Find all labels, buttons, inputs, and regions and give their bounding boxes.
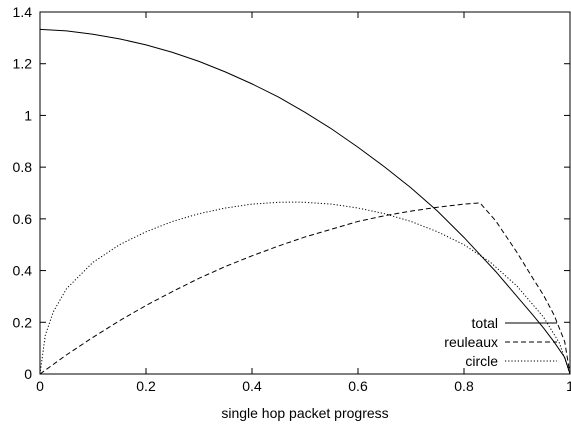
y-tick-label: 1.4 <box>13 4 33 20</box>
y-tick-label: 0.2 <box>13 314 33 330</box>
series-layer <box>39 28 571 375</box>
x-tick-label: 0 <box>36 378 44 394</box>
x-axis-label: single hop packet progress <box>221 405 388 421</box>
x-tick-label: 0.2 <box>136 378 156 394</box>
legend-label-total: total <box>472 315 498 331</box>
axis-ticks: 0 0.2 0.4 0.6 0.8 1 0 0.2 0.4 0.6 0.8 1 1.2 1.4 <box>13 4 571 394</box>
y-tick-label: 1.2 <box>13 56 33 72</box>
y-tick-label: 0.6 <box>13 211 33 227</box>
x-tick-label: 1 <box>566 378 571 394</box>
y-tick-label: 0 <box>24 366 32 382</box>
y-tick-label: 0.4 <box>13 263 33 279</box>
series-line-total <box>39 28 571 375</box>
y-tick-label: 1 <box>24 107 32 123</box>
series-line-reuleaux <box>39 202 571 375</box>
y-tick-label: 0.8 <box>13 159 33 175</box>
legend: total reuleaux circle <box>444 315 557 369</box>
legend-label-reuleaux: reuleaux <box>444 334 498 350</box>
plot-frame <box>39 11 571 375</box>
x-tick-label: 0.8 <box>454 378 474 394</box>
x-tick-label: 0.4 <box>242 378 262 394</box>
legend-label-circle: circle <box>465 353 498 369</box>
x-tick-label: 0.6 <box>348 378 368 394</box>
